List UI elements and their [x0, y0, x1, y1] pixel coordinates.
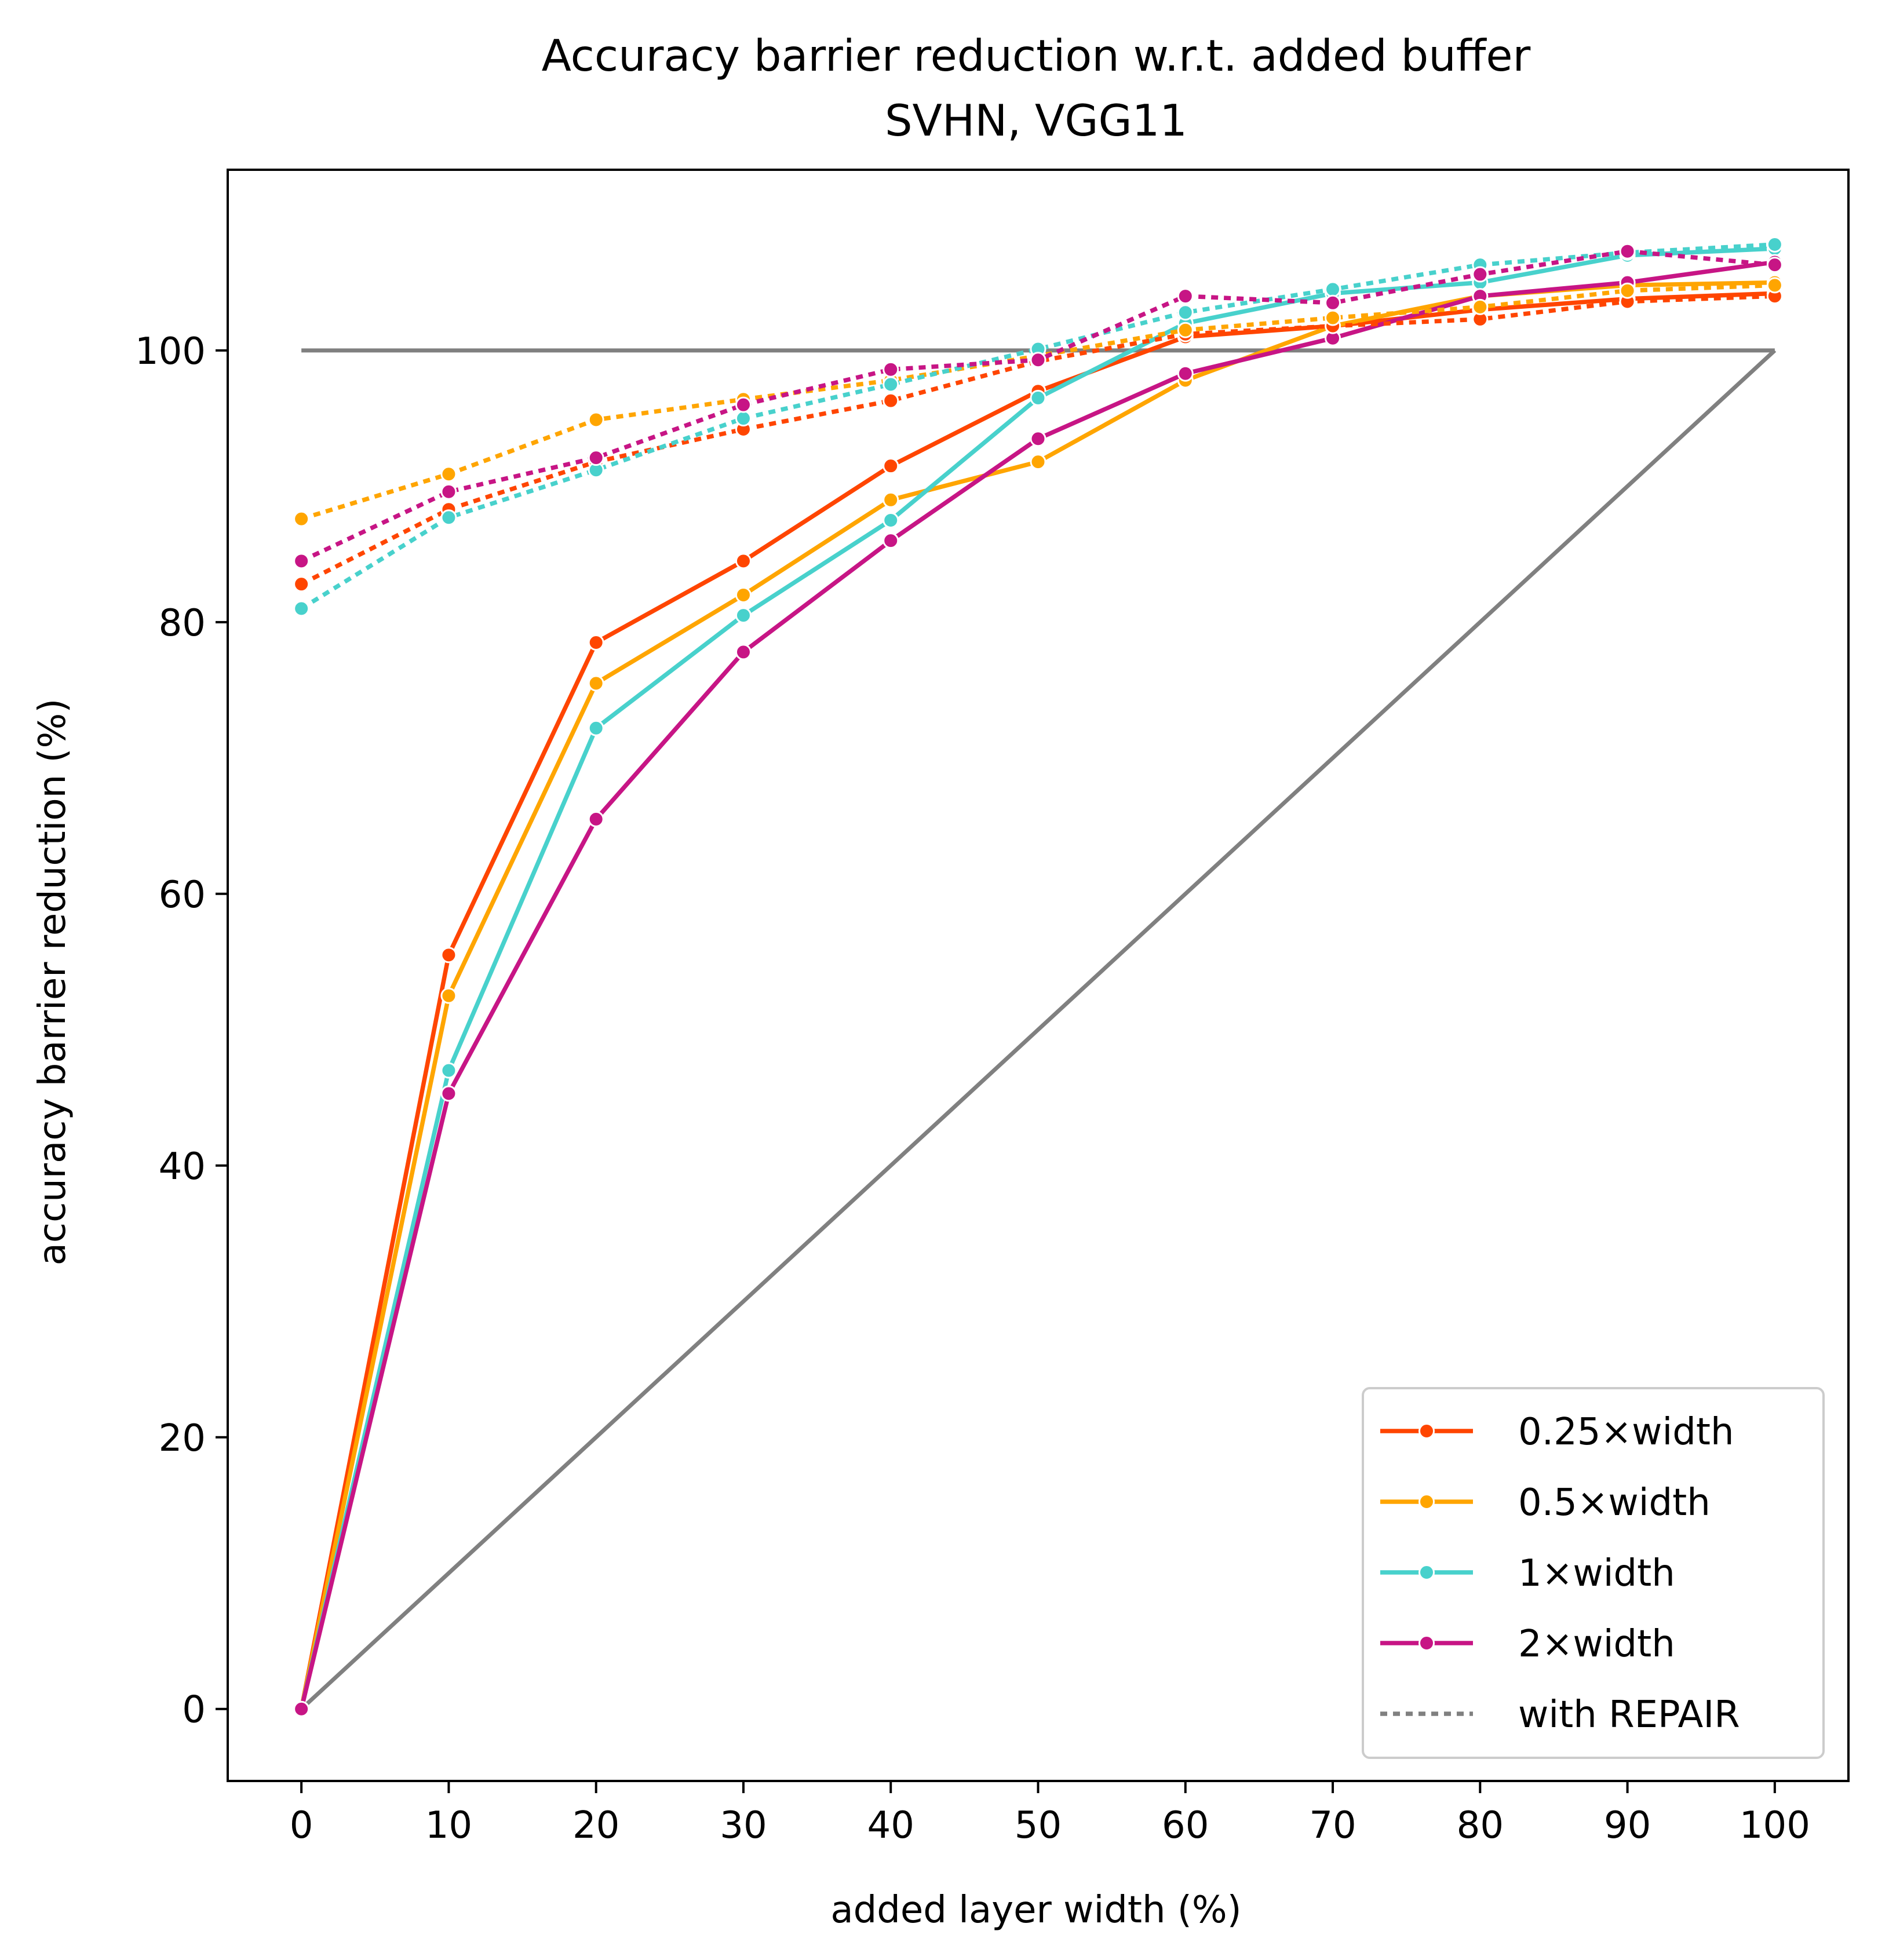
legend-item: 0.25×width	[1380, 1411, 1734, 1454]
data-point	[588, 634, 604, 651]
data-point	[735, 396, 752, 413]
series-2xwidth-repair	[293, 243, 1783, 570]
legend-marker	[1418, 1494, 1435, 1510]
x-tick-label: 60	[1162, 1804, 1209, 1847]
x-tick-label: 70	[1309, 1804, 1356, 1847]
data-point	[293, 553, 310, 570]
data-point	[1325, 309, 1341, 326]
data-point	[440, 483, 457, 500]
x-tick-label: 40	[867, 1804, 914, 1847]
x-tick-label: 30	[720, 1804, 767, 1847]
data-point	[1619, 243, 1636, 260]
series-line	[300, 294, 1775, 586]
plot-area	[293, 236, 1783, 1717]
data-point	[1766, 236, 1783, 253]
legend-marker	[1418, 1423, 1435, 1439]
y-tick-label: 100	[135, 330, 206, 373]
legend-label: 1×width	[1518, 1552, 1675, 1595]
x-tick-label: 50	[1015, 1804, 1062, 1847]
y-axis: 0 20 40 60 80 100	[135, 330, 228, 1732]
x-tick-label: 20	[572, 1804, 619, 1847]
data-point	[1472, 298, 1489, 315]
data-point	[1766, 257, 1783, 273]
data-point	[1619, 282, 1636, 299]
data-point	[883, 532, 899, 549]
data-point	[293, 576, 310, 593]
data-point	[883, 491, 899, 508]
data-point	[1030, 454, 1046, 470]
data-point	[883, 512, 899, 528]
legend-item: 1×width	[1380, 1552, 1675, 1595]
reference-line-diagonal	[300, 349, 1777, 1711]
data-point	[440, 1062, 457, 1079]
data-point	[440, 1085, 457, 1102]
data-point	[440, 509, 457, 526]
data-point	[1325, 281, 1341, 298]
data-point	[1766, 277, 1783, 294]
data-point	[883, 392, 899, 409]
x-axis: 0 10 20 30 40 50 60 70 80 90 100	[290, 1781, 1810, 1847]
legend: 0.25×width 0.5×width 1×width 2×width with RE…	[1362, 1387, 1825, 1759]
data-point	[588, 720, 604, 736]
legend-item: with REPAIR	[1380, 1693, 1740, 1736]
x-tick-label: 80	[1457, 1804, 1504, 1847]
data-point	[1177, 288, 1194, 305]
data-point	[588, 811, 604, 827]
legend-label: 2×width	[1518, 1623, 1675, 1666]
data-point	[1030, 352, 1046, 368]
legend-box	[1362, 1387, 1825, 1759]
data-point	[735, 607, 752, 624]
legend-label: with REPAIR	[1518, 1693, 1740, 1736]
plot-frame	[227, 169, 1850, 1782]
y-tick-label: 80	[159, 602, 206, 645]
y-tick-label: 0	[182, 1689, 206, 1732]
x-tick-label: 90	[1604, 1804, 1651, 1847]
data-point	[1472, 266, 1489, 283]
legend-item: 2×width	[1380, 1623, 1675, 1666]
data-point	[883, 458, 899, 475]
data-point	[1177, 304, 1194, 321]
data-point	[1030, 389, 1046, 406]
data-point	[293, 510, 310, 527]
y-tick-label: 60	[159, 874, 206, 917]
x-tick-label: 100	[1740, 1804, 1810, 1847]
data-point	[440, 987, 457, 1004]
legend-marker	[1418, 1564, 1435, 1581]
legend-label: 0.5×width	[1518, 1481, 1711, 1524]
y-axis-label: accuracy barrier reduction (%)	[31, 699, 74, 1266]
x-tick-label: 10	[425, 1804, 472, 1847]
x-axis-label: added layer width (%)	[830, 1889, 1241, 1932]
y-tick-label: 40	[159, 1145, 206, 1188]
data-point	[1177, 365, 1194, 382]
x-tick-label: 0	[290, 1804, 313, 1847]
data-point	[440, 947, 457, 963]
data-point	[735, 410, 752, 427]
data-point	[1325, 294, 1341, 311]
data-point	[293, 1700, 310, 1717]
legend-label: 0.25×width	[1518, 1411, 1734, 1454]
data-point	[1030, 430, 1046, 447]
legend-item: 0.5×width	[1380, 1481, 1711, 1524]
chart-title: Accuracy barrier reduction w.r.t. added …	[542, 30, 1531, 81]
data-point	[440, 466, 457, 483]
data-point	[883, 361, 899, 378]
y-tick-label: 20	[159, 1417, 206, 1460]
data-point	[588, 411, 604, 428]
data-point	[1177, 322, 1194, 338]
data-point	[293, 600, 310, 617]
data-point	[883, 376, 899, 393]
data-point	[735, 644, 752, 660]
data-point	[735, 553, 752, 570]
legend-marker	[1418, 1635, 1435, 1651]
data-point	[588, 450, 604, 466]
data-point	[735, 586, 752, 603]
chart-subtitle: SVHN, VGG11	[885, 95, 1187, 146]
data-point	[588, 675, 604, 692]
